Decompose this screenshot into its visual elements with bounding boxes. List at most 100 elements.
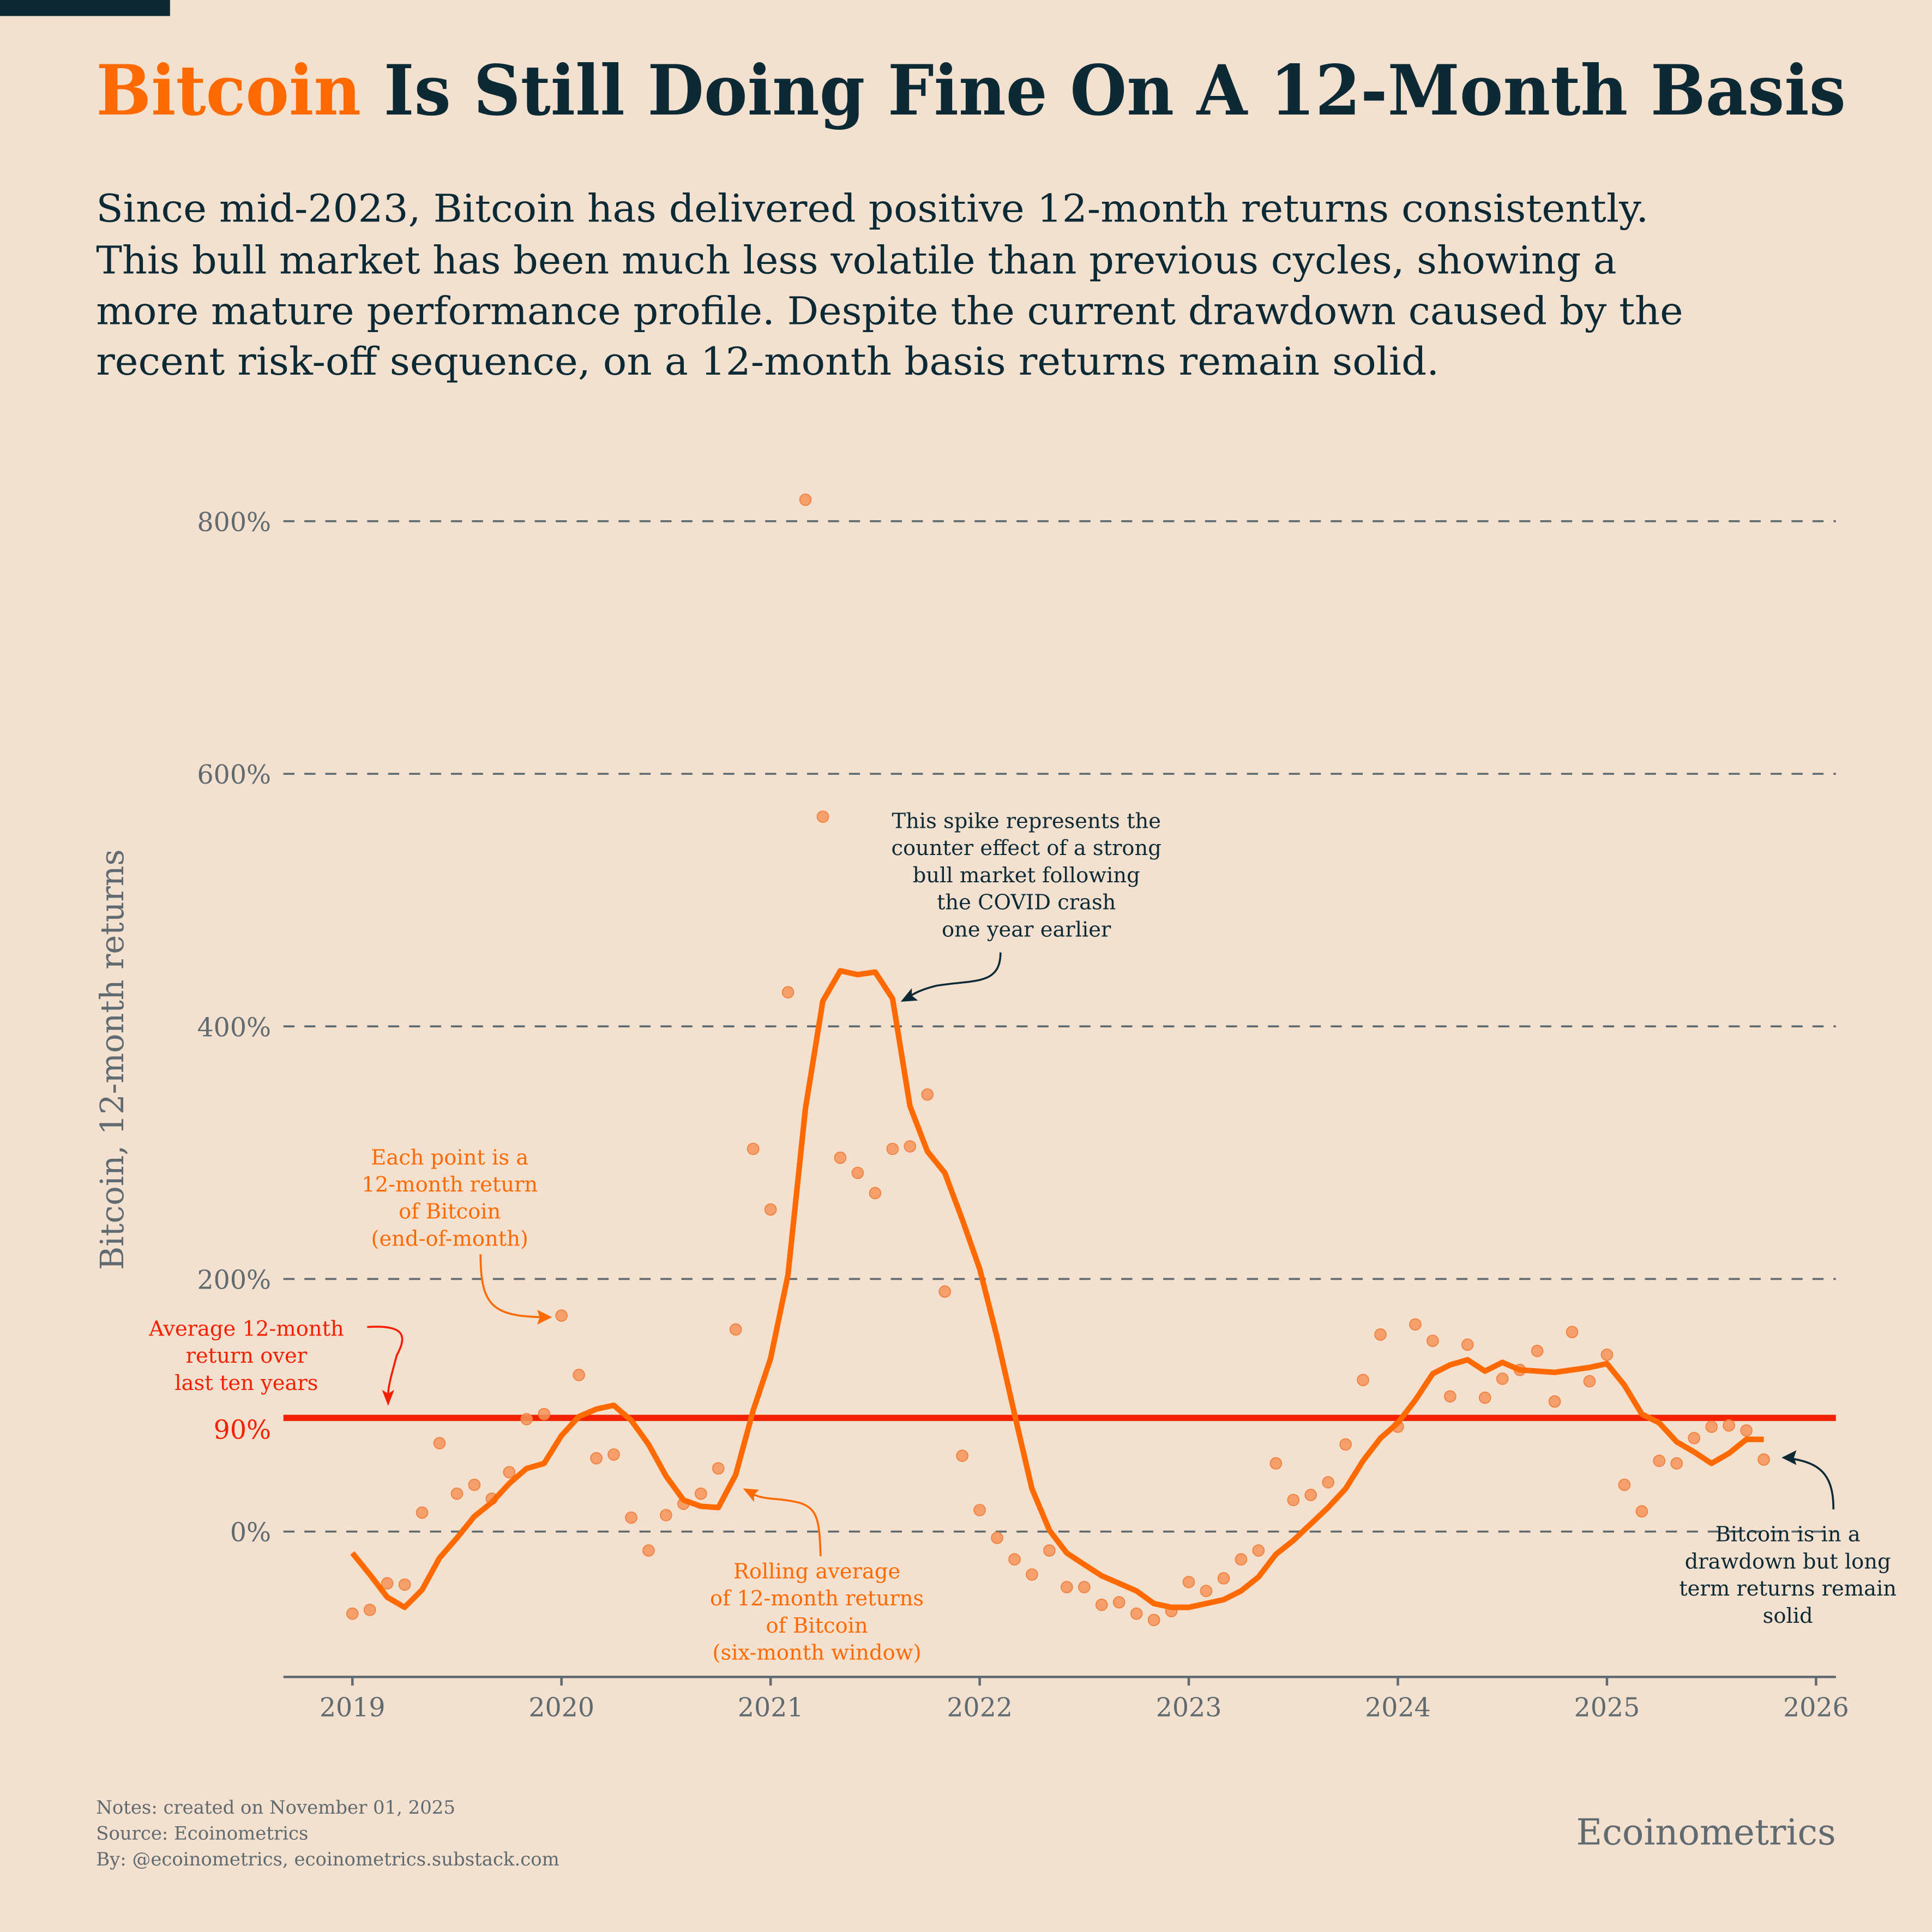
data-point — [712, 1462, 725, 1475]
x-tick-label: 2023 — [1156, 1693, 1222, 1723]
annotation-line: 12-month return — [362, 1172, 538, 1197]
data-point — [1566, 1326, 1579, 1339]
data-point — [450, 1487, 464, 1500]
data-point — [1095, 1598, 1108, 1611]
source-text: Source: Ecoinometrics — [96, 1823, 308, 1844]
annotation-line: of 12-month returns — [710, 1586, 924, 1611]
data-point — [398, 1578, 411, 1591]
data-point — [1409, 1318, 1422, 1331]
data-point — [1758, 1453, 1770, 1466]
annotation-line: one year earlier — [942, 917, 1111, 942]
average-label: 90% — [214, 1416, 271, 1446]
data-point — [1374, 1328, 1387, 1341]
data-point — [991, 1531, 1003, 1544]
x-tick-label: 2021 — [738, 1693, 804, 1723]
data-point — [1217, 1572, 1230, 1585]
data-point — [781, 986, 795, 998]
data-point — [938, 1285, 951, 1298]
data-point — [1670, 1457, 1683, 1470]
title-rest: Is Still Doing Fine On A 12-Month Basis — [361, 50, 1846, 131]
x-tick-label: 2022 — [947, 1693, 1013, 1723]
annotation-arrow — [751, 1492, 822, 1556]
data-point — [363, 1603, 376, 1616]
data-point — [520, 1413, 533, 1425]
scatter-points — [346, 493, 1770, 1627]
data-point — [1269, 1457, 1283, 1470]
data-point — [1304, 1489, 1317, 1501]
arrowhead-icon — [537, 1309, 552, 1325]
subtitle-line: Since mid-2023, Bitcoin has delivered po… — [96, 186, 1648, 231]
data-point — [1043, 1544, 1056, 1557]
y-axis: 0% 200% 400% 600% 800% — [197, 508, 271, 1548]
data-point — [1688, 1431, 1700, 1445]
y-axis-label: Bitcoin, 12-month returns — [93, 849, 131, 1270]
title-highlight: Bitcoin — [96, 50, 361, 131]
x-tick-label: 2026 — [1783, 1693, 1849, 1723]
x-tick-label: 2020 — [528, 1693, 594, 1723]
data-point — [1252, 1544, 1265, 1557]
data-point — [869, 1187, 882, 1200]
data-point — [1182, 1575, 1195, 1588]
annotation-points: Each point is a12-month return of Bitcoin… — [362, 1145, 538, 1251]
data-point — [642, 1544, 655, 1557]
annotation-arrow — [367, 1326, 404, 1395]
data-point — [346, 1607, 359, 1620]
data-point — [851, 1166, 864, 1179]
byline-text: By: @ecoinometrics, ecoinometrics.substa… — [96, 1849, 559, 1870]
arrowhead-icon — [1781, 1450, 1797, 1465]
annotation-line: of Bitcoin — [766, 1614, 868, 1638]
data-point — [1444, 1390, 1456, 1403]
x-tick-label: 2025 — [1574, 1693, 1640, 1723]
annotation-average: Average 12-month return over last ten year… — [148, 1316, 344, 1395]
annotation-line: the COVID crash — [937, 890, 1116, 915]
annotation-line: bull market following — [913, 863, 1140, 888]
annotation-line: (end-of-month) — [371, 1226, 528, 1251]
annotation-spike: This spike represents the counter effect … — [892, 809, 1161, 942]
annotation-line: last ten years — [174, 1371, 318, 1395]
data-point — [1235, 1553, 1248, 1566]
data-point — [904, 1140, 917, 1153]
arrowhead-icon — [382, 1389, 395, 1406]
data-point — [381, 1577, 394, 1590]
x-axis: 2019 2020 2021 2022 2023 2024 2025 2026 — [320, 1677, 1849, 1723]
data-point — [1618, 1478, 1631, 1491]
data-point — [468, 1478, 481, 1491]
data-point — [1531, 1345, 1544, 1357]
y-tick-label: 0% — [230, 1518, 271, 1548]
data-point — [1078, 1581, 1091, 1593]
data-point — [1723, 1419, 1735, 1432]
y-tick-label: 400% — [197, 1013, 271, 1043]
data-point — [799, 493, 812, 506]
y-tick-label: 600% — [197, 760, 271, 790]
notes-text: Notes: created on November 01, 2025 — [96, 1797, 455, 1818]
annotation-line: Average 12-month — [148, 1316, 344, 1341]
annotation-line: return over — [186, 1344, 308, 1368]
data-point — [607, 1448, 620, 1461]
rolling-average-line — [350, 968, 1764, 1610]
subtitle-line: This bull market has been much less vola… — [96, 238, 1616, 283]
x-tick-label: 2024 — [1365, 1693, 1431, 1723]
annotation-line: counter effect of a strong — [892, 836, 1161, 860]
data-point — [503, 1466, 516, 1479]
subtitle-line: recent risk-off sequence, on a 12-month … — [96, 339, 1439, 384]
data-point — [747, 1142, 760, 1155]
data-point — [1478, 1391, 1491, 1404]
annotation-arrow — [1792, 1458, 1835, 1509]
page-title: Bitcoin Is Still Doing Fine On A 12-Mont… — [96, 50, 1846, 131]
data-point — [1322, 1476, 1334, 1489]
data-point — [973, 1503, 986, 1516]
data-point — [1461, 1338, 1474, 1351]
annotation-line: of Bitcoin — [399, 1200, 501, 1224]
data-point — [921, 1088, 934, 1101]
data-point — [625, 1511, 637, 1524]
annotation-line: Bitcoin is in a — [1716, 1522, 1861, 1547]
annotation-line: Each point is a — [371, 1145, 528, 1170]
data-point — [538, 1407, 551, 1421]
y-tick-label: 200% — [197, 1266, 271, 1296]
data-point — [1740, 1424, 1753, 1437]
data-point — [1496, 1373, 1509, 1385]
annotation-line: This spike represents the — [892, 809, 1161, 833]
data-point — [1427, 1334, 1439, 1347]
